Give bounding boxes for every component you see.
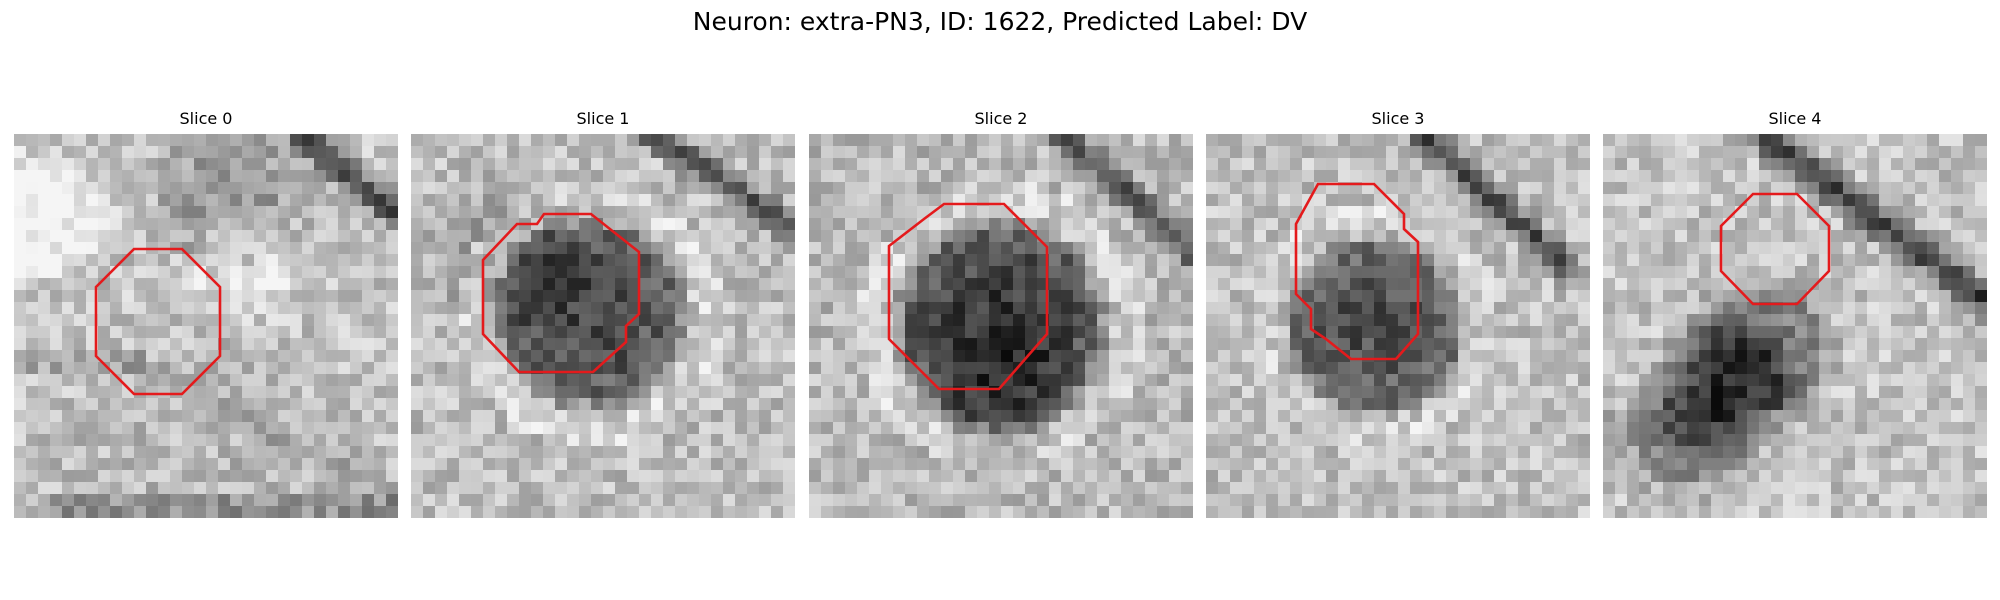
slice-panel-0: Slice 0 [14, 104, 398, 518]
slice-panel-2: Slice 2 [809, 104, 1193, 518]
slice-image-1 [411, 134, 795, 518]
slice-panel-3: Slice 3 [1206, 104, 1590, 518]
slice-panel-4: Slice 4 [1603, 104, 1987, 518]
slice-panel-1: Slice 1 [411, 104, 795, 518]
slice-image-0 [14, 134, 398, 518]
slice-image-3 [1206, 134, 1590, 518]
roi-contour [481, 212, 641, 374]
slice-title-0: Slice 0 [179, 109, 233, 128]
slice-image-2 [809, 134, 1193, 518]
roi-contour [1294, 182, 1420, 361]
figure-title: Neuron: extra-PN3, ID: 1622, Predicted L… [692, 7, 1308, 36]
slice-title-2: Slice 2 [974, 109, 1028, 128]
roi-contour [887, 202, 1049, 391]
slice-title-4: Slice 4 [1768, 109, 1822, 128]
slice-title-1: Slice 1 [576, 109, 630, 128]
slice-title-3: Slice 3 [1371, 109, 1425, 128]
pixel-texture [809, 134, 1193, 518]
slice-image-4 [1603, 134, 1987, 518]
pixel-texture [1206, 134, 1590, 518]
roi-contour [1719, 192, 1831, 306]
pixel-texture [411, 134, 795, 518]
pixel-texture [1603, 134, 1987, 518]
pixel-texture [14, 134, 398, 518]
roi-contour [94, 247, 222, 396]
